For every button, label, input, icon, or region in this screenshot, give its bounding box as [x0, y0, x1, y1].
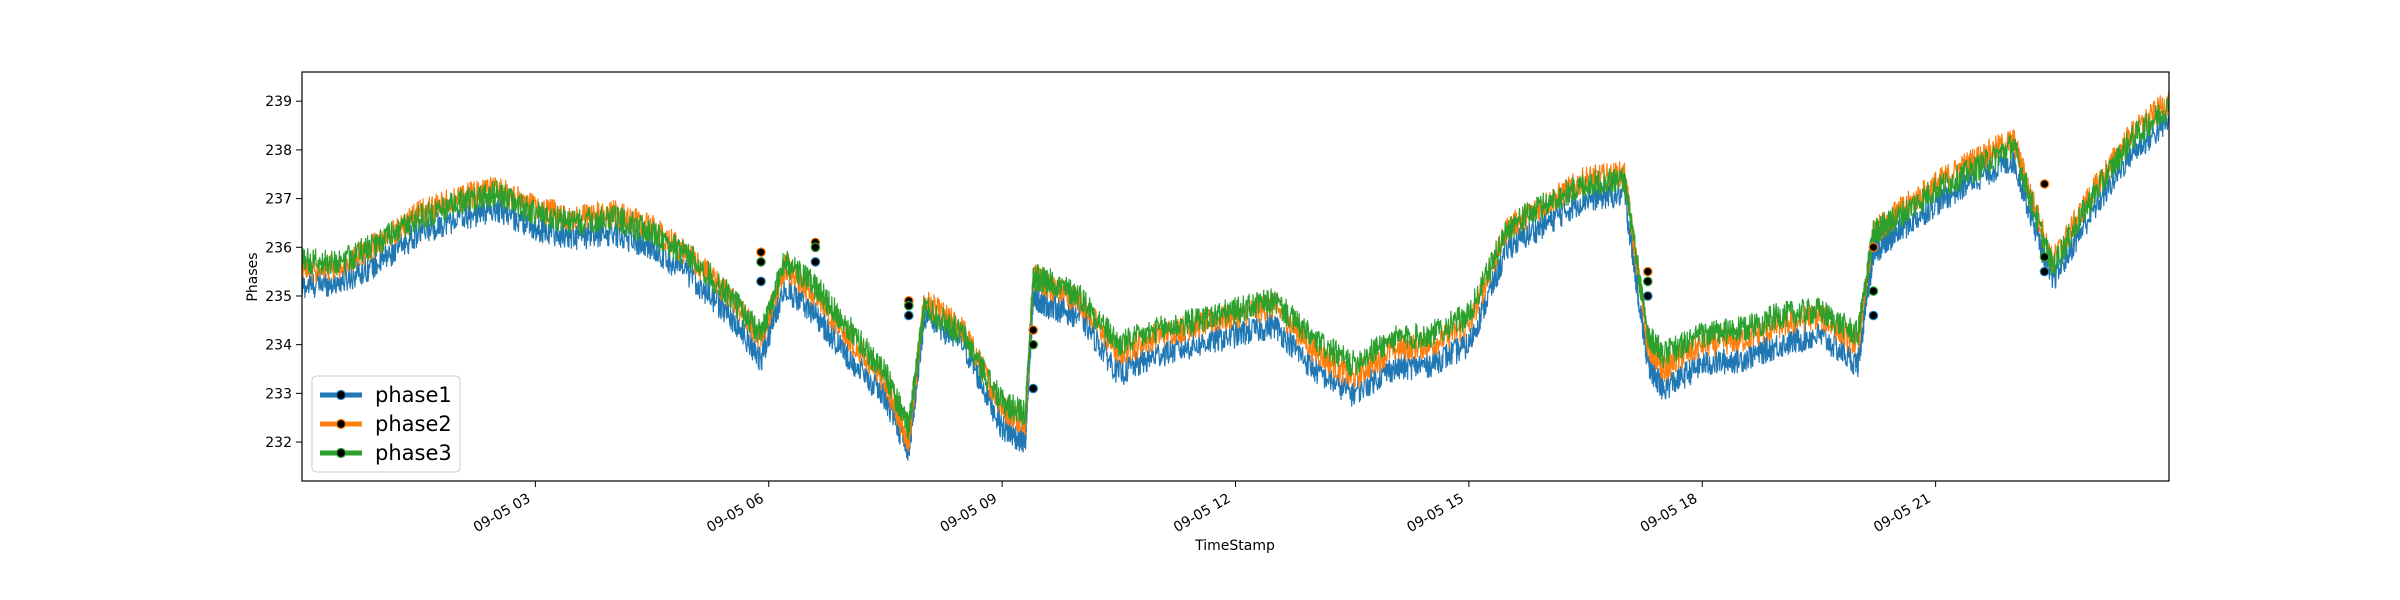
marker-phase3-event-3 — [1028, 339, 1038, 350]
legend-label-phase3: phase3 — [375, 441, 452, 465]
y-tick-label: 232 — [265, 435, 292, 451]
marker-phase1-event-4 — [1643, 291, 1653, 301]
y-tick-label: 236 — [265, 240, 292, 256]
x-tick-label: 09-05 12 — [1171, 491, 1234, 536]
x-tick-label: 09-05 21 — [1871, 491, 1934, 536]
series-line-phase1 — [301, 114, 2170, 461]
x-tick-label: 09-05 18 — [1638, 491, 1701, 536]
marker-phase2-event-3 — [1028, 325, 1038, 335]
legend-label-phase1: phase1 — [375, 383, 452, 407]
legend-box — [311, 375, 461, 473]
plot-area — [302, 72, 2169, 481]
legend-marker-phase3 — [335, 447, 347, 459]
x-axis: 09-05 03 09-05 06 09-05 09 09-05 12 09-05 15… — [471, 481, 1937, 536]
marker-phase3-event-6 — [2039, 252, 2050, 262]
y-tick-label: 237 — [265, 192, 292, 208]
y-tick-label: 234 — [265, 338, 292, 354]
marker-phase1-event-3 — [1028, 383, 1038, 394]
marker-phase2-event-4 — [1643, 266, 1653, 277]
marker-phase3-event-5 — [1868, 286, 1879, 296]
legend-label-phase2: phase2 — [375, 412, 452, 436]
marker-phase2-event-6 — [2039, 179, 2050, 189]
marker-phase1-event-1 — [810, 257, 821, 267]
y-tick-label: 238 — [265, 143, 292, 159]
x-axis-title: TimeStamp — [1194, 538, 1275, 554]
y-tick-label: 239 — [265, 94, 292, 110]
marker-phase3-event-4 — [1643, 276, 1653, 287]
x-tick-label: 09-05 03 — [471, 491, 534, 536]
marker-phase2-event-5 — [1868, 242, 1879, 253]
marker-phase3-event-1 — [810, 242, 821, 253]
marker-phase1-event-2 — [903, 310, 914, 321]
marker-phase1-event-5 — [1868, 310, 1879, 321]
x-tick-label: 09-05 15 — [1404, 491, 1467, 536]
series-line-phase3 — [301, 97, 2170, 440]
marker-phase1-event-6 — [2039, 266, 2050, 277]
legend: phase1 phase2 phase3 — [311, 375, 461, 473]
y-tick-label: 233 — [265, 386, 292, 402]
y-axis-title: Phases — [245, 252, 261, 301]
y-tick-label: 235 — [265, 289, 292, 305]
legend-marker-phase2 — [335, 418, 347, 430]
marker-phase3-event-0 — [756, 257, 766, 267]
marker-phase3-event-2 — [903, 300, 914, 311]
x-tick-label: 09-05 09 — [938, 491, 1001, 536]
series-layer — [301, 91, 2170, 461]
marker-phase2-event-0 — [756, 247, 766, 257]
marker-phase1-event-0 — [756, 276, 766, 287]
marker-layer — [756, 179, 2050, 394]
y-axis: 232 233 234 235 236 237 238 239 — [265, 94, 302, 451]
x-tick-label: 09-05 06 — [704, 491, 767, 536]
legend-marker-phase1 — [335, 389, 347, 401]
